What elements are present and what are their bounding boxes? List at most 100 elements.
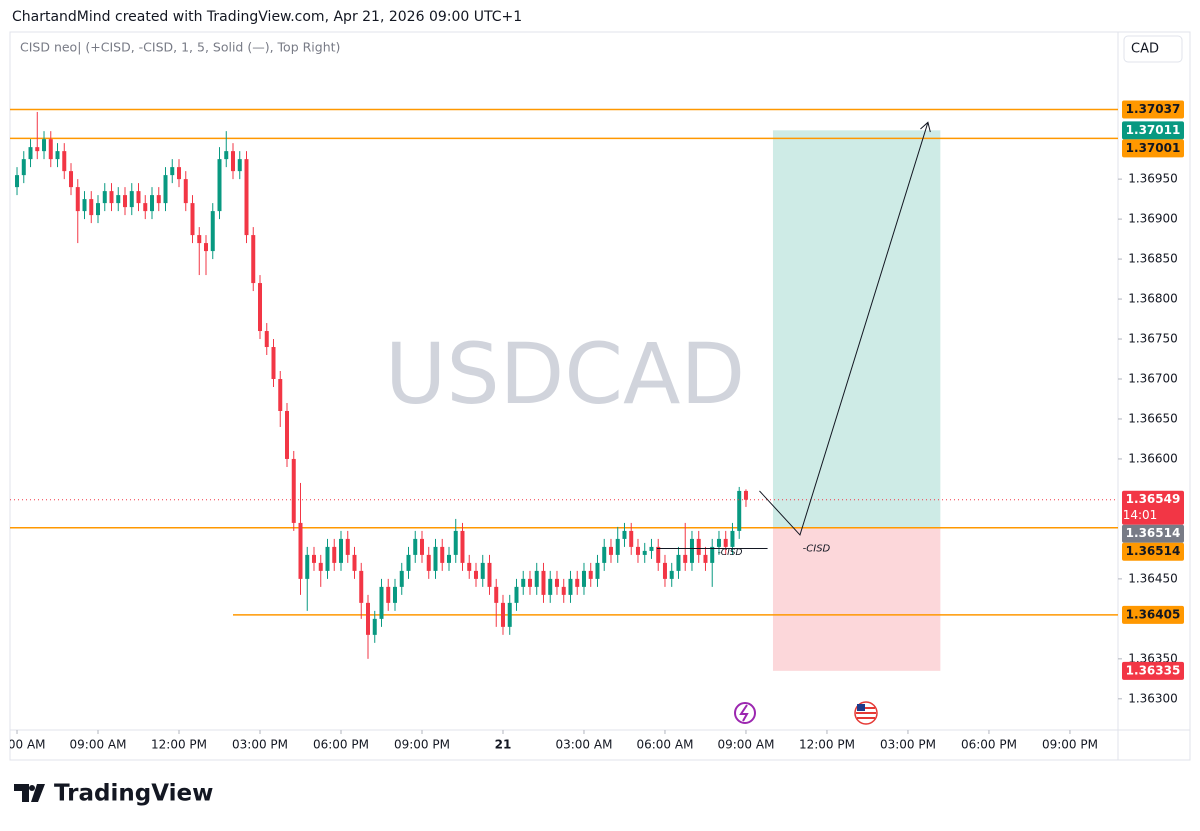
price-badge <box>1122 524 1184 543</box>
price-badge-label: 1.37011 <box>1126 123 1181 137</box>
candle-body <box>156 195 161 204</box>
candle-body <box>258 283 263 332</box>
projection-path <box>759 122 929 536</box>
candle-body <box>359 570 364 603</box>
footer-brand: TradingView <box>54 781 213 807</box>
candle-body <box>608 546 613 555</box>
candle-body <box>143 203 148 212</box>
candle-body <box>480 562 485 579</box>
candle-body <box>69 171 74 188</box>
candle-body <box>116 195 121 204</box>
candle-body <box>271 347 276 380</box>
candle-body <box>649 546 654 551</box>
candle-body <box>696 538 701 555</box>
price-badge <box>1122 490 1184 525</box>
watermark: USDCAD <box>385 325 745 423</box>
candle-body <box>210 211 215 252</box>
candle-body <box>62 151 67 172</box>
candle-body <box>575 578 580 587</box>
candle-body <box>730 530 735 547</box>
candle-body <box>507 602 512 627</box>
flag-canton <box>857 704 865 711</box>
candle-body <box>514 586 519 603</box>
candle-body <box>338 538 343 563</box>
candle-body <box>413 538 418 555</box>
currency-button[interactable] <box>1123 35 1183 63</box>
arrow-head <box>920 121 931 133</box>
price-badge-label: 1.36335 <box>1126 663 1181 677</box>
logo-dot <box>29 785 35 791</box>
candle-body <box>716 538 721 547</box>
candle-body <box>318 562 323 571</box>
candle-body <box>635 546 640 555</box>
x-tick-label: 21 <box>495 738 512 752</box>
x-tick-label: 03:00 PM <box>880 738 936 752</box>
candle-body <box>561 586 566 595</box>
x-tick-label: 12:00 PM <box>151 738 207 752</box>
candle-body <box>305 554 310 579</box>
x-tick-label: 03:00 AM <box>555 738 612 752</box>
candle-body <box>96 203 101 216</box>
candle-body <box>642 550 647 555</box>
price-badge-label: 1.36549 <box>1126 492 1181 506</box>
event-icon[interactable] <box>734 702 756 724</box>
candle-body <box>419 538 424 555</box>
candle-body <box>55 151 60 160</box>
price-badge <box>1122 605 1184 624</box>
candle-body <box>602 546 607 563</box>
candle-body <box>406 554 411 571</box>
y-tick-label: 1.36700 <box>1128 372 1178 386</box>
candle-body <box>656 546 661 563</box>
x-tick-label: 03:00 PM <box>232 738 288 752</box>
candle-body <box>35 147 40 152</box>
candle-body <box>723 538 728 547</box>
candle-body <box>42 139 47 152</box>
candle-body <box>21 159 26 176</box>
candle-body <box>446 554 451 563</box>
y-tick-label: 1.36600 <box>1128 451 1178 465</box>
candle-body <box>28 147 33 160</box>
candle-body <box>703 554 708 563</box>
candle-body <box>345 538 350 555</box>
x-tick-label: 09:00 PM <box>1042 738 1098 752</box>
candle-body <box>629 530 634 547</box>
price-badge <box>1122 121 1184 140</box>
target-zone <box>772 130 941 528</box>
x-tick-label: 06:00 AM <box>0 738 46 752</box>
candle-body <box>541 570 546 595</box>
cisd-label: -CISD <box>803 544 831 555</box>
candle-body <box>332 546 337 563</box>
price-badge <box>1122 542 1184 561</box>
y-tick-label: 1.36950 <box>1128 172 1178 186</box>
candle-body <box>676 554 681 571</box>
x-tick-label: 09:00 AM <box>70 738 127 752</box>
time-axis: 06:00 AM 09:00 AM 12:00 PM 03:00 PM 06:00 PM… <box>0 730 1098 752</box>
candle-body <box>183 179 188 204</box>
x-tick-label: 12:00 PM <box>799 738 855 752</box>
candle-body <box>123 195 128 208</box>
price-badge <box>1122 661 1184 680</box>
currency[interactable]: CAD <box>1131 42 1159 57</box>
cisd-label: -CISD <box>718 548 743 558</box>
indicator-label[interactable]: CISD neo| (+CISD, -CISD, 1, 5, Solid (—)… <box>20 40 340 55</box>
candle-body <box>595 562 600 579</box>
plot: -CISD -CISD <box>10 108 1118 671</box>
candle-body <box>102 191 107 204</box>
candle-body <box>291 458 296 523</box>
candle-body <box>473 570 478 579</box>
price-badge-label: 1.36514 <box>1126 526 1181 540</box>
candle-body <box>237 159 242 172</box>
candle-body <box>170 167 175 176</box>
y-tick-label: 1.36650 <box>1128 411 1178 425</box>
candle-body <box>460 530 465 563</box>
footer-logo: TradingView <box>14 781 213 807</box>
candle-body <box>548 578 553 595</box>
price-countdown: 14:01 <box>1123 508 1158 522</box>
y-tick-label: 1.36750 <box>1128 332 1178 346</box>
candle-body <box>82 199 87 212</box>
candle-body <box>467 562 472 571</box>
candle-body <box>311 554 316 563</box>
candle-body <box>177 167 182 180</box>
candle-body <box>278 379 283 411</box>
candle-body <box>737 490 742 531</box>
